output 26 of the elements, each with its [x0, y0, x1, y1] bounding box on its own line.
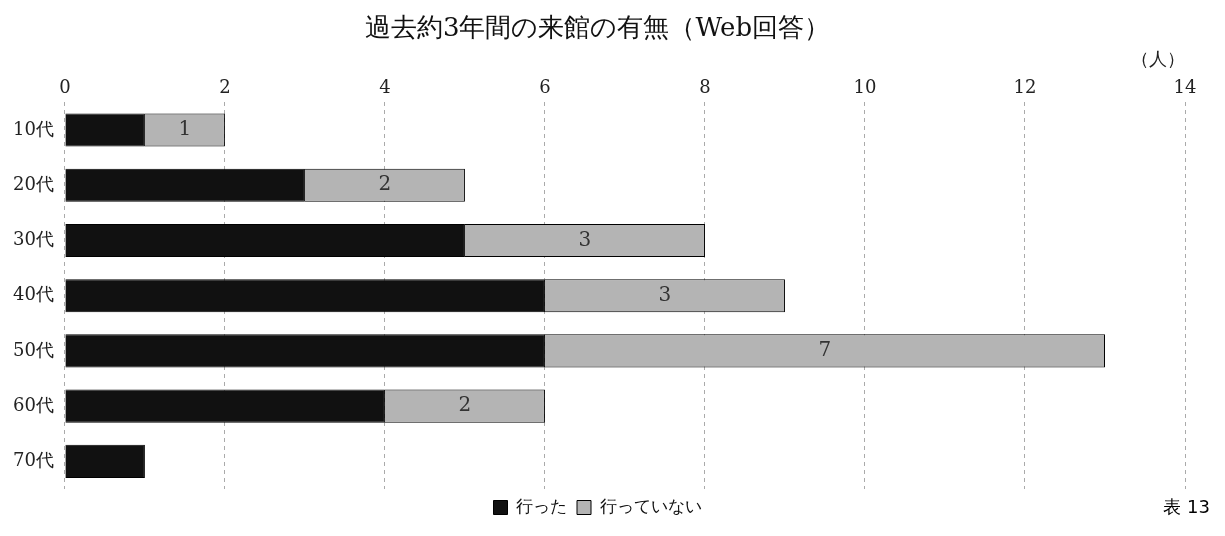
- y-tick-label: 70代: [13, 449, 54, 471]
- data-label: 7: [818, 337, 832, 362]
- x-tick-label: 8: [699, 76, 711, 98]
- x-tick-label: 10: [853, 76, 877, 98]
- chart-title: 過去約3年間の来館の有無（Web回答）: [364, 12, 831, 43]
- legend-label: 行った: [516, 495, 567, 516]
- y-tick-label: 40代: [13, 283, 54, 305]
- y-tick-label: 50代: [13, 338, 54, 360]
- x-tick-label: 12: [1013, 76, 1037, 98]
- text: 表 13: [1163, 495, 1210, 517]
- x-tick-label: 0: [59, 76, 71, 98]
- x-tick-label: 4: [379, 76, 391, 98]
- x-tick-label: 14: [1173, 76, 1197, 98]
- x-tick-label: 2: [219, 76, 231, 98]
- data-label: 2: [378, 171, 392, 196]
- data-label: 3: [658, 281, 672, 306]
- legend-label: 行っていない: [599, 495, 702, 516]
- data-label: 2: [458, 392, 472, 417]
- data-label: 3: [578, 226, 592, 251]
- x-tick-label: 6: [539, 76, 551, 98]
- y-tick-label: 60代: [13, 393, 54, 415]
- y-tick-label: 20代: [13, 172, 54, 194]
- x-axis-title: （人）: [1131, 47, 1185, 69]
- y-tick-label: 30代: [13, 228, 54, 250]
- y-tick-label: 10代: [13, 117, 54, 139]
- data-label: 1: [178, 116, 192, 141]
